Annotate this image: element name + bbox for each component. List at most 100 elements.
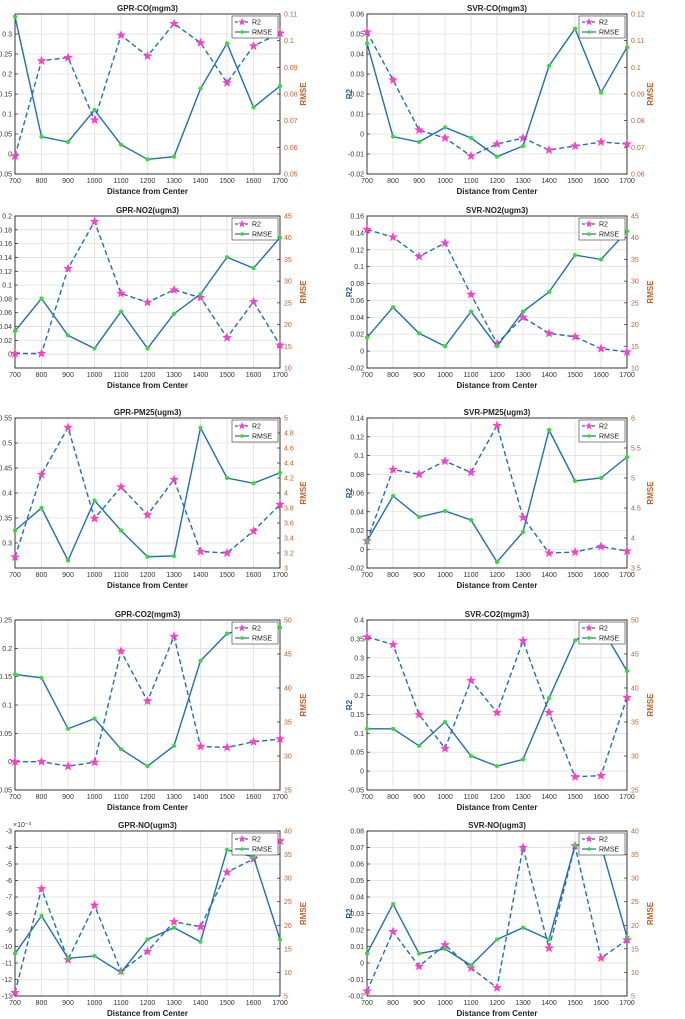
y-tick-label: 0.4: [354, 618, 364, 625]
legend-rmse-marker: [587, 636, 591, 640]
y2-tick-label: 25: [284, 300, 292, 307]
x-tick-label: 900: [62, 572, 74, 579]
x-axis-label: Distance from Center: [107, 1009, 188, 1018]
y2-tick-label: 0.07: [284, 118, 298, 125]
rmse-point-marker: [494, 764, 500, 769]
rmse-point-marker: [65, 333, 71, 338]
y2-tick-label: 45: [631, 214, 639, 221]
rmse-point-marker: [468, 517, 474, 523]
legend-rmse-label: RMSE: [252, 847, 273, 854]
x-tick-label: 1400: [193, 794, 209, 801]
r2-point-marker: [195, 37, 206, 47]
r2-point-marker: [544, 707, 554, 717]
x-tick-label: 1000: [437, 372, 453, 379]
rmse-point-marker: [39, 134, 44, 139]
x-tick-label: 1700: [619, 372, 635, 379]
legend-r2-marker: [585, 219, 593, 228]
r2-point-marker: [195, 741, 206, 751]
y-axis-label: R2: [345, 88, 354, 99]
chart-title: SVR-PM25(ugm3): [464, 408, 531, 417]
x-tick-label: 1100: [463, 372, 478, 379]
rmse-point-marker: [12, 14, 18, 19]
rmse-point-marker: [546, 696, 552, 701]
r2-point-marker: [622, 934, 632, 944]
rmse-point-marker: [442, 508, 448, 514]
rmse-point-marker: [624, 229, 630, 234]
rmse-point-marker: [598, 90, 604, 95]
y-tick-label: 0.14: [350, 230, 364, 237]
y-tick-label: 0.08: [350, 281, 364, 288]
r2-point-marker: [142, 509, 153, 520]
y-axis-label: R2: [345, 908, 354, 919]
x-axis-label: Distance from Center: [107, 581, 188, 590]
r2-point-marker: [248, 296, 259, 306]
rmse-point-marker: [520, 143, 526, 149]
x-tick-label: 1300: [515, 794, 531, 801]
x-tick-label: 800: [387, 794, 399, 801]
legend-r2-label: R2: [252, 222, 261, 229]
legend-r2-label: R2: [599, 20, 608, 27]
y-tick-label: 0.01: [350, 944, 364, 951]
legend: R2 RMSE: [231, 621, 279, 645]
y-tick-label: 0.06: [350, 12, 364, 19]
r2-point-marker: [414, 709, 424, 719]
y2-tick-label: 0.09: [631, 92, 645, 99]
x-axis-label: Distance from Center: [457, 1009, 538, 1018]
y-tick-label: -9: [6, 928, 12, 935]
x-tick-label: 1000: [437, 794, 453, 801]
x-tick-label: 1600: [593, 572, 609, 579]
rmse-point-marker: [92, 953, 97, 959]
r2-point-marker: [414, 961, 424, 971]
y-tick-label: 0.45: [0, 466, 12, 473]
x-tick-label: 1600: [246, 1000, 262, 1007]
x-tick-label: 1000: [87, 178, 103, 185]
rmse-point-marker: [118, 309, 124, 314]
rmse-point-marker: [12, 328, 18, 334]
y-tick-label: 0.2: [354, 693, 364, 700]
x-tick-label: 1300: [166, 572, 182, 579]
y-tick-label: 0.2: [2, 214, 12, 221]
y2-axis-label: RMSE: [646, 481, 655, 505]
y-tick-label: -6: [6, 878, 12, 885]
r2-point-marker: [596, 136, 606, 147]
y-tick-label: 0.06: [350, 491, 364, 498]
x-tick-label: 700: [9, 1000, 21, 1007]
rmse-point-marker: [520, 529, 526, 535]
r2-series-line: [366, 423, 628, 554]
x-tick-label: 1700: [272, 372, 288, 379]
rmse-point-marker: [494, 344, 500, 349]
y2-tick-label: 15: [284, 344, 292, 351]
rmse-point-marker: [145, 937, 150, 942]
y-tick-label: 0.02: [350, 528, 364, 535]
y-tick-label: 0.1: [354, 731, 364, 738]
y2-tick-label: 20: [284, 322, 292, 329]
rmse-point-marker: [118, 970, 124, 975]
x-tick-label: 1300: [515, 372, 531, 379]
rmse-point-marker: [468, 135, 474, 141]
x-tick-label: 1700: [272, 572, 288, 579]
r2-point-marker: [63, 422, 73, 432]
legend-rmse-label: RMSE: [252, 232, 273, 239]
x-tick-label: 800: [36, 178, 48, 185]
rmse-point-marker: [416, 743, 422, 748]
legend-rmse-marker: [240, 232, 244, 236]
r2-point-marker: [466, 962, 476, 973]
y2-tick-label: 30: [631, 279, 639, 286]
rmse-point-marker: [416, 139, 422, 145]
y2-tick-label: 45: [631, 652, 639, 659]
x-tick-label: 1500: [219, 1000, 235, 1007]
rmse-point-marker: [494, 154, 500, 159]
r2-point-marker: [36, 883, 47, 893]
r2-point-marker: [518, 635, 528, 645]
r2-point-marker: [116, 646, 126, 656]
y-axis-label: R2: [0, 88, 2, 99]
r2-point-marker: [570, 547, 580, 557]
x-tick-label: 1200: [140, 794, 156, 801]
y-tick-label: 0.05: [0, 731, 12, 738]
y2-axis-label: RMSE: [299, 280, 308, 304]
rmse-point-marker: [171, 553, 177, 559]
x-tick-label: 900: [413, 794, 425, 801]
y-tick-label: 0: [360, 547, 364, 554]
y-axis-label: R2: [345, 487, 354, 498]
y2-tick-label: 0.08: [631, 118, 645, 125]
